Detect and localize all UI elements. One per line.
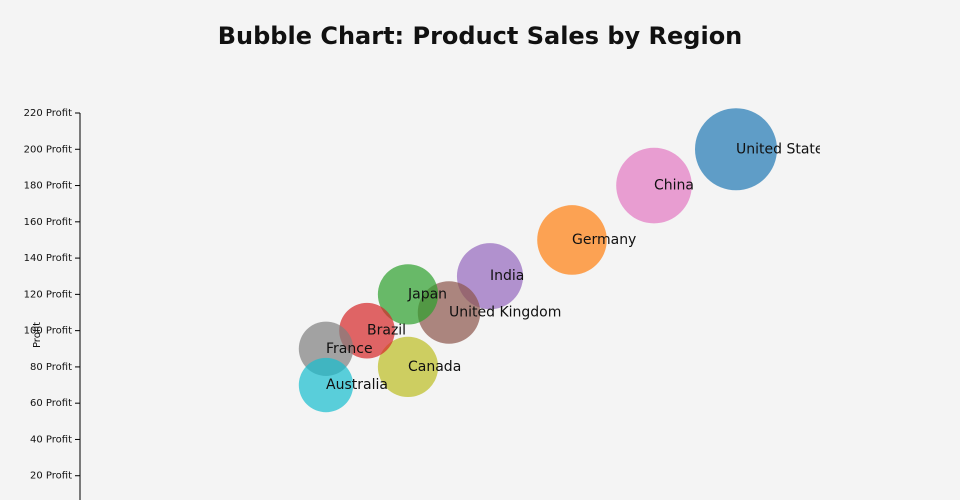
chart-title: Bubble Chart: Product Sales by Region (218, 22, 743, 50)
bubble-label: Germany (572, 232, 636, 248)
y-tick-label: 220 Profit (24, 108, 72, 119)
y-axis-label: Profit (32, 322, 43, 348)
bubble (695, 108, 777, 191)
bubble-label: China (654, 178, 694, 194)
y-tick-label: 200 Profit (24, 144, 72, 155)
y-tick-label: 20 Profit (30, 471, 72, 482)
y-tick-label: 100 Profit (24, 326, 72, 337)
bubble (616, 147, 692, 224)
bubble (339, 302, 395, 359)
y-tick-label: 40 Profit (30, 434, 72, 445)
y-tick-label: 60 Profit (30, 398, 72, 409)
bubble (298, 357, 354, 413)
bubble-label: Japan (407, 286, 447, 302)
bubble (456, 243, 524, 310)
bubble-label: Canada (408, 359, 461, 375)
bubble-label: United States (736, 141, 831, 157)
bubble-label: Brazil (367, 323, 406, 339)
bubble-label: France (326, 341, 373, 357)
y-tick-label: 120 Profit (24, 289, 72, 300)
y-tick-label: 180 Profit (24, 181, 72, 192)
y-tick-label: 160 Profit (24, 217, 72, 228)
bubble-label: India (490, 268, 524, 284)
bubble-label: United Kingdom (449, 305, 561, 321)
y-tick-label: 140 Profit (24, 253, 72, 264)
bubble (537, 205, 607, 275)
bubble (377, 336, 439, 398)
bubble-label: Australia (326, 377, 388, 393)
bubble (377, 264, 439, 325)
y-tick-label: 80 Profit (30, 362, 72, 373)
plot-area: United States China Germany India United Kin… (298, 108, 831, 413)
